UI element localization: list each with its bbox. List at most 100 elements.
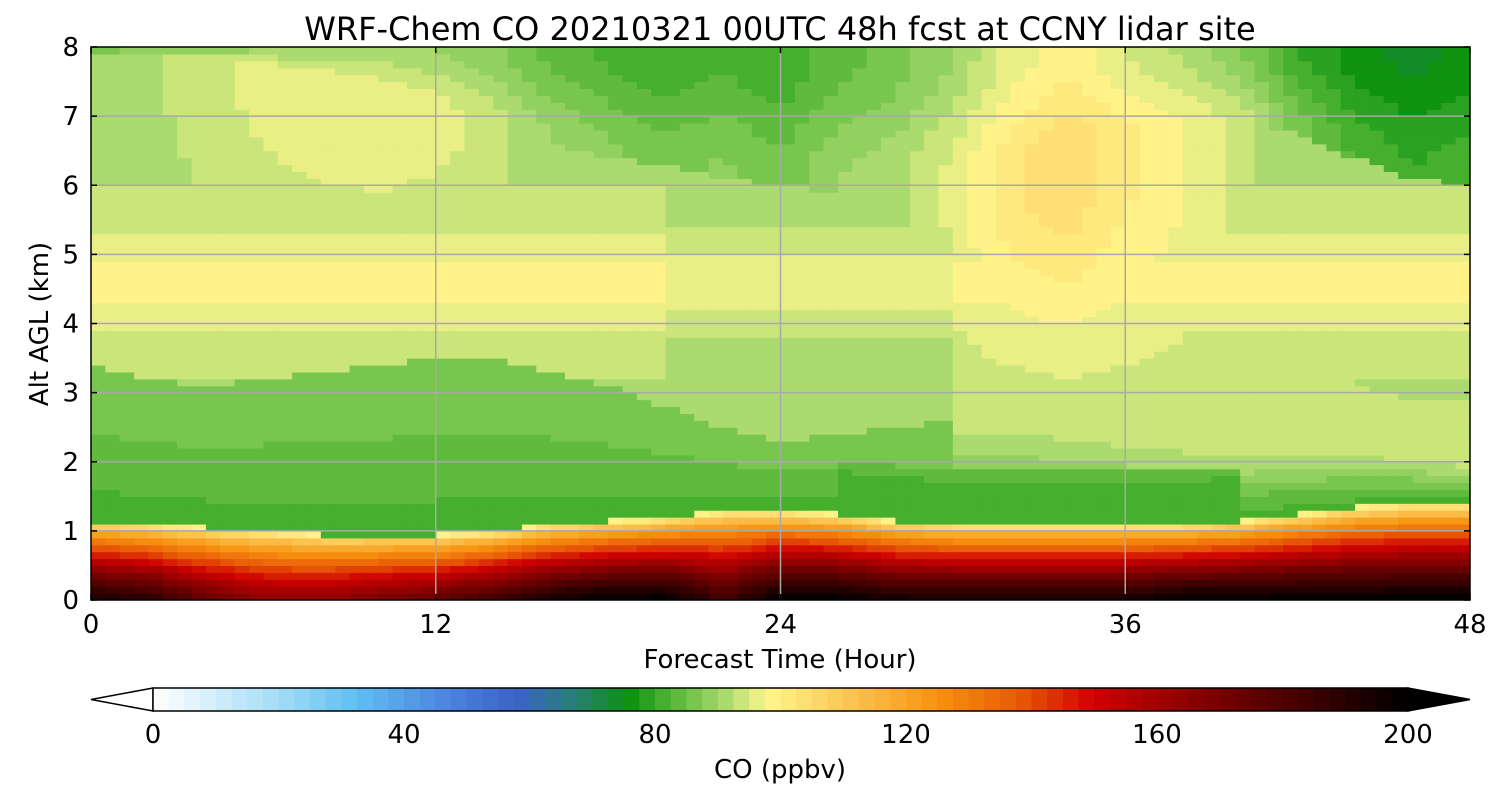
contour-cell (234, 586, 250, 594)
contour-cell (694, 219, 710, 228)
contour-cell (981, 351, 997, 359)
contour-cell (363, 74, 379, 83)
contour-cell (177, 74, 193, 83)
contour-cell (665, 468, 681, 477)
contour-cell (450, 447, 466, 456)
contour-cell (105, 441, 121, 449)
contour-cell (622, 337, 638, 345)
contour-cell (148, 268, 164, 276)
contour-cell (162, 199, 178, 207)
contour-cell (679, 282, 695, 290)
contour-cell (493, 109, 509, 117)
contour-cell (881, 551, 897, 560)
contour-cell (823, 233, 839, 242)
contour-cell (723, 434, 738, 442)
contour-cell (521, 586, 537, 594)
contour-cell (924, 489, 940, 497)
contour-cell (421, 572, 437, 580)
contour-cell (277, 295, 293, 304)
contour-cell (105, 219, 121, 228)
contour-cell (780, 178, 796, 186)
contour-cell (536, 226, 552, 235)
contour-cell (665, 330, 681, 338)
contour-cell (636, 116, 652, 124)
contour-cell (881, 468, 897, 477)
contour-cell (191, 586, 207, 594)
contour-cell (679, 295, 695, 304)
contour-cell (737, 88, 753, 96)
contour-cell (177, 551, 193, 560)
contour-cell (636, 392, 652, 401)
contour-cell (234, 454, 250, 463)
contour-cell (306, 586, 322, 594)
contour-cell (952, 88, 968, 96)
contour-cell (665, 123, 681, 131)
contour-cell (723, 143, 738, 152)
contour-cell (852, 212, 868, 221)
contour-cell (866, 205, 882, 214)
contour-cell (450, 240, 466, 249)
contour-cell (363, 503, 379, 511)
contour-cell (924, 129, 940, 138)
contour-cell (895, 517, 911, 525)
contour-cell (421, 593, 437, 600)
contour-cell (981, 420, 997, 428)
contour-cell (665, 586, 681, 594)
contour-cell (723, 212, 738, 221)
contour-cell (392, 468, 408, 477)
contour-cell (205, 233, 221, 242)
contour-cell (177, 205, 193, 214)
contour-cell (392, 240, 408, 249)
contour-cell (407, 399, 422, 408)
contour-cell (507, 275, 523, 283)
contour-cell (909, 192, 925, 200)
contour-cell (435, 171, 451, 179)
contour-cell (349, 261, 365, 269)
contour-cell (464, 330, 480, 338)
contour-cell (105, 593, 121, 600)
contour-cell (205, 185, 221, 193)
contour-cell (507, 530, 523, 539)
contour-cell (866, 593, 882, 600)
contour-cell (651, 441, 667, 449)
contour-cell (565, 503, 580, 511)
contour-cell (205, 558, 221, 567)
contour-cell (191, 523, 207, 532)
contour-cell (392, 517, 408, 525)
contour-cell (837, 157, 853, 166)
contour-cell (407, 136, 422, 145)
contour-cell (148, 344, 164, 352)
contour-cell (550, 378, 566, 387)
contour-cell (651, 74, 667, 83)
contour-cell (593, 454, 609, 463)
contour-cell (794, 205, 810, 214)
contour-cell (622, 468, 638, 477)
contour-cell (435, 447, 451, 456)
contour-cell (751, 475, 767, 484)
contour-cell (837, 254, 853, 262)
contour-cell (363, 482, 379, 490)
contour-cell (521, 530, 537, 539)
contour-cell (378, 517, 394, 525)
contour-cell (421, 282, 437, 290)
contour-cell (407, 551, 422, 560)
contour-cell (909, 323, 925, 332)
contour-cell (694, 150, 710, 159)
contour-cell (378, 240, 394, 249)
contour-cell (751, 579, 767, 587)
contour-cell (507, 240, 523, 249)
contour-cell (277, 109, 293, 117)
contour-cell (162, 74, 178, 83)
contour-cell (435, 199, 451, 207)
contour-cell (636, 537, 652, 546)
contour-cell (421, 178, 437, 186)
contour-cell (737, 171, 753, 179)
contour-cell (220, 517, 236, 525)
contour-cell (521, 261, 537, 269)
contour-cell (550, 171, 566, 179)
contour-cell (177, 475, 193, 484)
contour-cell (694, 254, 710, 262)
contour-cell (823, 67, 839, 76)
contour-cell (320, 496, 336, 504)
contour-cell (723, 530, 738, 539)
